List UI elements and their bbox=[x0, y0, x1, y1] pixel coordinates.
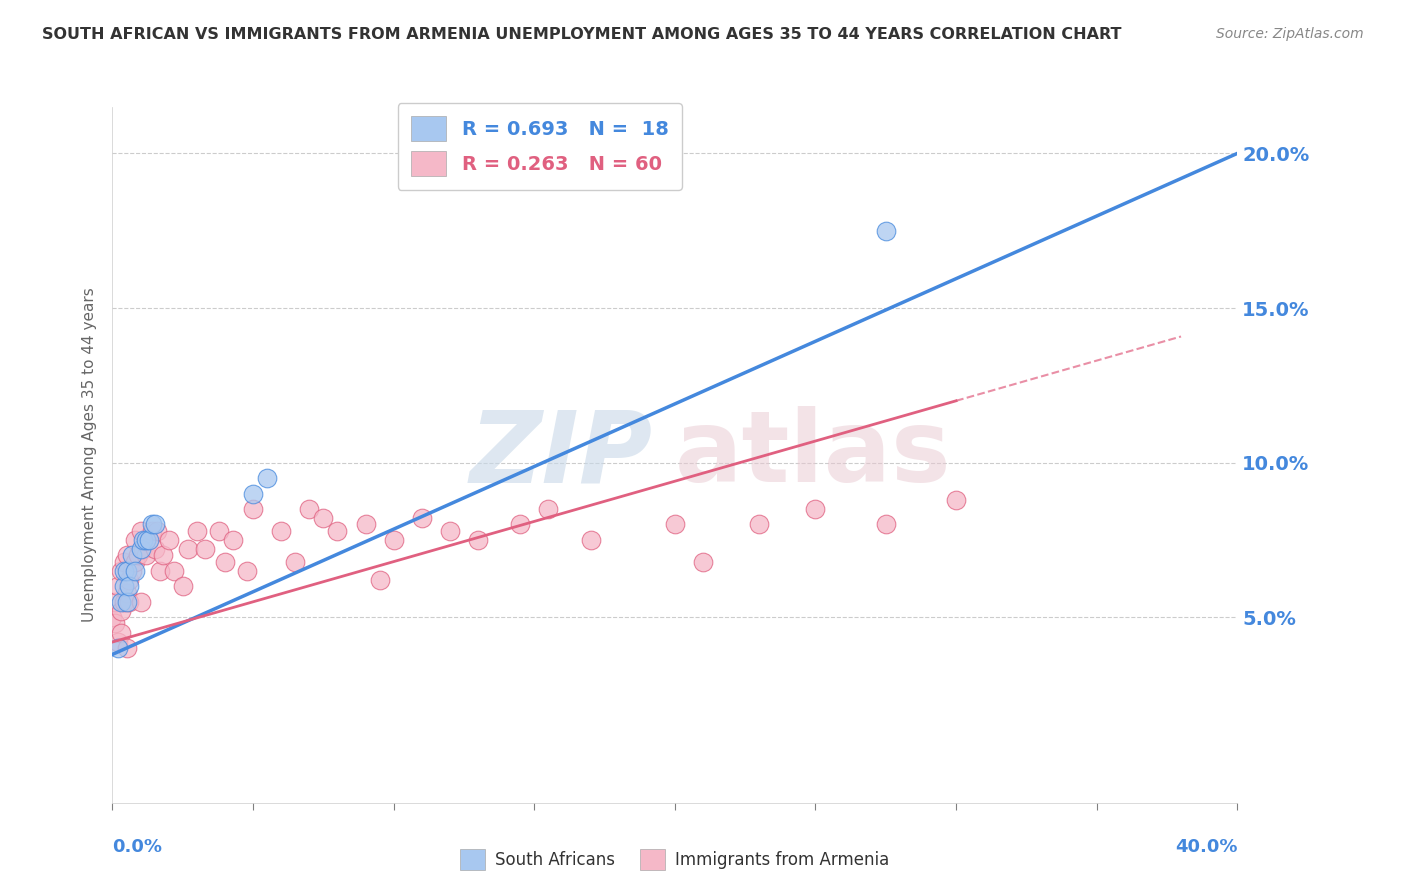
Point bbox=[875, 517, 897, 532]
Point bbox=[121, 564, 143, 578]
Point bbox=[115, 641, 138, 656]
Point bbox=[127, 549, 149, 563]
Point bbox=[242, 486, 264, 500]
Point bbox=[112, 579, 135, 593]
Point bbox=[104, 616, 127, 631]
Point bbox=[138, 533, 160, 547]
Point bbox=[115, 564, 138, 578]
Point bbox=[382, 533, 405, 547]
Point bbox=[411, 511, 433, 525]
Point bbox=[124, 533, 146, 547]
Point bbox=[107, 635, 129, 649]
Point bbox=[692, 555, 714, 569]
Point bbox=[143, 542, 166, 557]
Point bbox=[256, 471, 278, 485]
Point bbox=[112, 564, 135, 578]
Point bbox=[509, 517, 531, 532]
Point bbox=[236, 564, 259, 578]
Point bbox=[112, 555, 135, 569]
Text: 40.0%: 40.0% bbox=[1175, 838, 1237, 856]
Point bbox=[368, 573, 391, 587]
Point bbox=[326, 524, 349, 538]
Text: SOUTH AFRICAN VS IMMIGRANTS FROM ARMENIA UNEMPLOYMENT AMONG AGES 35 TO 44 YEARS : SOUTH AFRICAN VS IMMIGRANTS FROM ARMENIA… bbox=[42, 27, 1122, 42]
Point bbox=[163, 564, 186, 578]
Point bbox=[110, 564, 132, 578]
Point bbox=[172, 579, 194, 593]
Point bbox=[579, 533, 602, 547]
Point bbox=[298, 502, 321, 516]
Point bbox=[110, 595, 132, 609]
Point bbox=[115, 585, 138, 599]
Point bbox=[124, 555, 146, 569]
Point bbox=[537, 502, 560, 516]
Point bbox=[804, 502, 827, 516]
Point bbox=[312, 511, 335, 525]
Point bbox=[152, 549, 174, 563]
Legend: South Africans, Immigrants from Armenia: South Africans, Immigrants from Armenia bbox=[451, 841, 898, 878]
Point bbox=[129, 542, 152, 557]
Point bbox=[129, 595, 152, 609]
Text: Source: ZipAtlas.com: Source: ZipAtlas.com bbox=[1216, 27, 1364, 41]
Point bbox=[146, 524, 169, 538]
Point bbox=[214, 555, 236, 569]
Point bbox=[354, 517, 377, 532]
Point bbox=[875, 224, 897, 238]
Point bbox=[748, 517, 770, 532]
Point bbox=[124, 564, 146, 578]
Point bbox=[222, 533, 245, 547]
Text: 0.0%: 0.0% bbox=[112, 838, 163, 856]
Y-axis label: Unemployment Among Ages 35 to 44 years: Unemployment Among Ages 35 to 44 years bbox=[82, 287, 97, 623]
Point bbox=[664, 517, 686, 532]
Point bbox=[107, 579, 129, 593]
Point bbox=[177, 542, 200, 557]
Point bbox=[118, 595, 141, 609]
Point bbox=[135, 533, 157, 547]
Point bbox=[118, 573, 141, 587]
Point bbox=[110, 625, 132, 640]
Point bbox=[115, 595, 138, 609]
Point bbox=[107, 641, 129, 656]
Point bbox=[945, 492, 967, 507]
Point bbox=[270, 524, 292, 538]
Point bbox=[121, 549, 143, 563]
Point bbox=[157, 533, 180, 547]
Point bbox=[242, 502, 264, 516]
Text: ZIP: ZIP bbox=[470, 407, 652, 503]
Point bbox=[118, 579, 141, 593]
Point bbox=[135, 549, 157, 563]
Point bbox=[132, 533, 155, 547]
Point bbox=[101, 610, 124, 624]
Point bbox=[194, 542, 217, 557]
Point bbox=[284, 555, 307, 569]
Point bbox=[141, 517, 163, 532]
Point bbox=[138, 533, 160, 547]
Point bbox=[115, 549, 138, 563]
Point bbox=[129, 524, 152, 538]
Point bbox=[132, 542, 155, 557]
Point bbox=[149, 564, 172, 578]
Text: atlas: atlas bbox=[675, 407, 952, 503]
Point bbox=[104, 595, 127, 609]
Point bbox=[143, 517, 166, 532]
Point bbox=[186, 524, 208, 538]
Point bbox=[141, 524, 163, 538]
Point bbox=[439, 524, 461, 538]
Point bbox=[112, 595, 135, 609]
Point bbox=[208, 524, 231, 538]
Point bbox=[110, 604, 132, 618]
Point bbox=[467, 533, 489, 547]
